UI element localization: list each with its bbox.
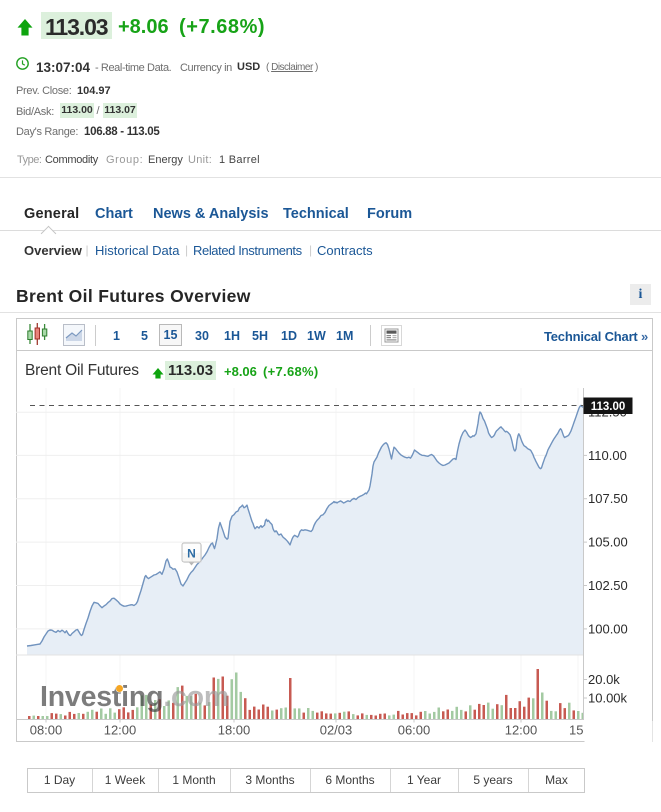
svg-text:12:00: 12:00 <box>505 723 538 738</box>
svg-text:100.00: 100.00 <box>588 621 628 636</box>
svg-text:102.50: 102.50 <box>588 578 628 593</box>
svg-text:02/03: 02/03 <box>320 723 353 738</box>
svg-text:110.00: 110.00 <box>588 448 627 463</box>
svg-text:113.00: 113.00 <box>591 401 626 413</box>
svg-text:105.00: 105.00 <box>588 535 628 550</box>
svg-text:20.0k: 20.0k <box>588 672 620 687</box>
svg-text:08:00: 08:00 <box>30 723 63 738</box>
svg-text:10.00k: 10.00k <box>588 691 628 706</box>
svg-text:06:00: 06:00 <box>398 723 431 738</box>
svg-text:18:00: 18:00 <box>218 723 251 738</box>
svg-text:12:00: 12:00 <box>104 723 137 738</box>
svg-text:N: N <box>187 547 196 561</box>
svg-text:107.50: 107.50 <box>588 491 628 506</box>
svg-text:Investing.com: Investing.com <box>40 681 229 713</box>
